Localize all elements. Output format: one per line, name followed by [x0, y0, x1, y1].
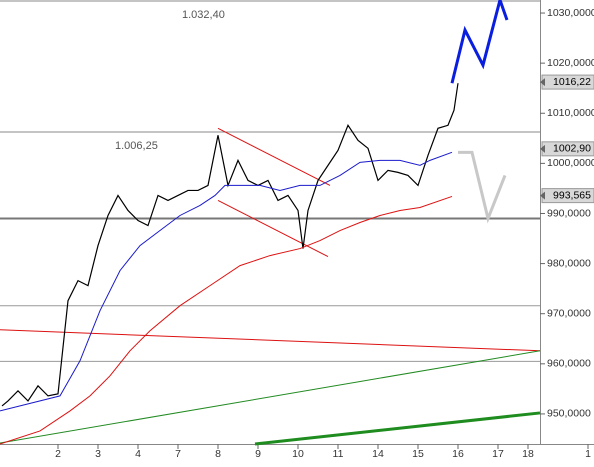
series-line: [458, 150, 507, 224]
x-tick-label: 7: [175, 448, 181, 460]
trendline: [254, 411, 541, 446]
x-tick-label: 4: [135, 448, 141, 460]
series-line: [450, 0, 509, 84]
x-tick-label: 9: [255, 448, 261, 460]
level-label: 1.032,40: [182, 9, 225, 21]
price-badge-label: 1016,22: [553, 76, 591, 88]
x-tick-label: 3: [95, 448, 101, 460]
x-tick-label: 10: [292, 448, 304, 460]
trendline: [217, 200, 329, 258]
badge-pointer: [540, 144, 545, 153]
y-tick-label: 1030,0000: [547, 7, 594, 19]
series-line: [0, 195, 453, 445]
x-tick-label: 16: [452, 448, 464, 460]
x-tick-label: 1: [585, 448, 591, 460]
y-tick-label: 1010,0000: [547, 107, 594, 119]
y-tick-label: 1000,0000: [547, 157, 594, 169]
badge-pointer: [540, 191, 545, 200]
x-tick-label: 11: [333, 448, 344, 460]
y-tick-label: 970,0000: [547, 307, 591, 319]
series-line: [0, 151, 453, 412]
y-tick-label: 1020,0000: [547, 57, 594, 69]
x-tick-label: 14: [372, 448, 384, 460]
y-tick-label: 960,0000: [547, 358, 591, 370]
price-badge-label: 1002,90: [553, 143, 591, 155]
trendline: [217, 127, 331, 186]
trendline: [0, 329, 541, 352]
y-tick-label: 980,0000: [547, 257, 591, 269]
level-label: 1.006,25: [115, 140, 158, 152]
trendline: [0, 350, 541, 444]
x-tick-label: 15: [412, 448, 424, 460]
x-tick-label: 8: [215, 448, 221, 460]
y-tick-label: 950,0000: [547, 408, 591, 420]
price-badge-label: 993,565: [553, 189, 591, 201]
x-tick-label: 2: [55, 448, 61, 460]
x-tick-label: 18: [522, 448, 534, 460]
badge-pointer: [540, 78, 545, 87]
y-tick-label: 990,0000: [547, 207, 591, 219]
series-line: [1, 83, 459, 407]
x-tick-label: 17: [492, 448, 504, 460]
